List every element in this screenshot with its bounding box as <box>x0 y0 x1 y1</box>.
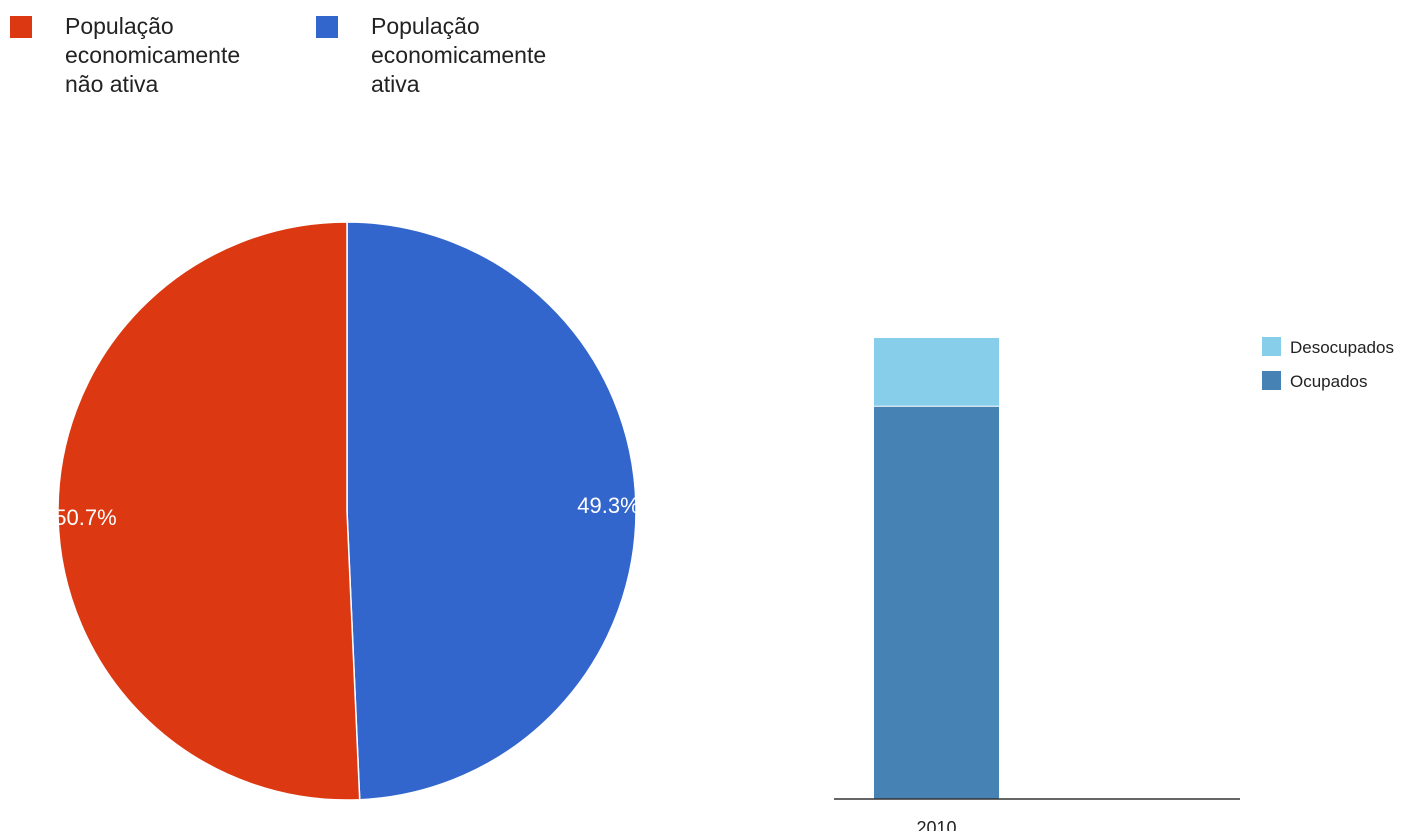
pie-legend: População economicamente não ativa Populaçã… <box>10 13 546 97</box>
legend-label-1-line-1: economicamente <box>371 42 546 68</box>
pie-slice-0 <box>346 221 637 801</box>
legend-label-1-line-2: ativa <box>371 71 420 97</box>
bar-legend-label-1: Ocupados <box>1290 372 1368 391</box>
legend-label-0-line-0: População <box>65 13 174 39</box>
legend-swatch-0 <box>10 16 32 38</box>
legend-label-1-line-0: População <box>371 13 480 39</box>
stacked-bar-chart: 2010 <box>834 338 1240 831</box>
legend-label-0-line-2: não ativa <box>65 71 159 97</box>
bar-segment-ocupados <box>874 406 999 799</box>
legend-swatch-1 <box>316 16 338 38</box>
pie-slice-label-0: 49.3% <box>577 493 639 518</box>
bar-legend-swatch-0 <box>1262 337 1281 356</box>
bar-legend-label-0: Desocupados <box>1290 338 1394 357</box>
bar-segment-desocupados <box>874 338 999 407</box>
pie-chart: 49.3% 50.7% <box>54 221 640 801</box>
bar-legend: Desocupados Ocupados <box>1262 337 1394 391</box>
pie-slice-1 <box>57 221 361 801</box>
legend-label-0-line-1: economicamente <box>65 42 240 68</box>
x-tick-label-0: 2010 <box>916 818 956 831</box>
bar-legend-swatch-1 <box>1262 371 1281 390</box>
pie-slice-label-1: 50.7% <box>54 505 116 530</box>
